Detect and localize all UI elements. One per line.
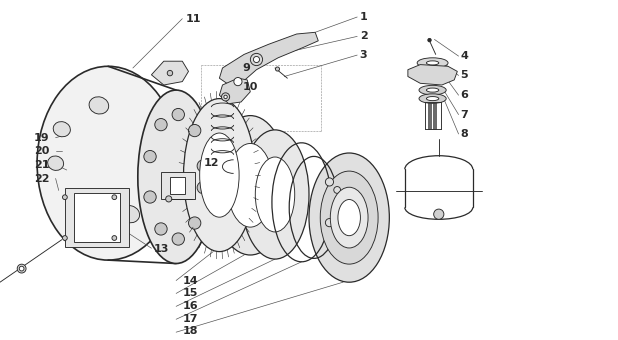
Text: 2: 2 <box>360 31 368 41</box>
Polygon shape <box>219 78 250 104</box>
Circle shape <box>167 70 172 76</box>
Circle shape <box>62 195 67 200</box>
Circle shape <box>221 93 230 101</box>
Ellipse shape <box>241 130 309 259</box>
Ellipse shape <box>200 133 239 217</box>
Bar <box>65 188 130 248</box>
Ellipse shape <box>338 200 360 236</box>
Text: 22: 22 <box>34 173 49 184</box>
Text: 5: 5 <box>460 70 468 81</box>
Circle shape <box>62 236 67 240</box>
Text: 14: 14 <box>182 275 198 286</box>
Text: 12: 12 <box>204 158 219 168</box>
Circle shape <box>326 178 334 186</box>
Ellipse shape <box>197 160 210 172</box>
Ellipse shape <box>172 233 184 245</box>
Circle shape <box>434 209 444 219</box>
Text: 15: 15 <box>182 288 198 299</box>
Ellipse shape <box>426 97 439 101</box>
Ellipse shape <box>53 122 70 137</box>
Ellipse shape <box>417 58 448 68</box>
Circle shape <box>224 95 227 99</box>
Text: 19: 19 <box>34 133 49 143</box>
Ellipse shape <box>154 223 167 235</box>
Text: 17: 17 <box>182 314 198 324</box>
Text: 3: 3 <box>360 50 367 60</box>
Circle shape <box>234 78 242 86</box>
Circle shape <box>276 67 279 71</box>
Ellipse shape <box>144 151 156 163</box>
Ellipse shape <box>37 66 179 260</box>
Circle shape <box>326 219 334 227</box>
Text: 4: 4 <box>460 51 468 61</box>
Circle shape <box>19 266 24 271</box>
Ellipse shape <box>154 119 167 131</box>
Ellipse shape <box>227 143 273 227</box>
Circle shape <box>112 236 117 240</box>
Polygon shape <box>408 65 457 85</box>
Ellipse shape <box>426 88 439 92</box>
Text: 16: 16 <box>182 301 198 311</box>
Ellipse shape <box>330 187 368 248</box>
Circle shape <box>112 195 117 200</box>
Ellipse shape <box>212 116 289 255</box>
Ellipse shape <box>426 61 439 65</box>
Ellipse shape <box>72 190 89 205</box>
Circle shape <box>253 56 260 63</box>
Text: 18: 18 <box>182 326 198 337</box>
Text: 7: 7 <box>460 109 468 120</box>
Ellipse shape <box>320 171 378 264</box>
Ellipse shape <box>89 97 109 114</box>
Ellipse shape <box>188 217 201 229</box>
Polygon shape <box>151 61 188 85</box>
Text: 10: 10 <box>243 82 258 92</box>
Ellipse shape <box>120 206 140 223</box>
Circle shape <box>250 53 263 66</box>
Ellipse shape <box>419 94 446 103</box>
Text: 11: 11 <box>185 14 201 24</box>
Circle shape <box>166 196 172 202</box>
Ellipse shape <box>255 157 295 232</box>
Text: 6: 6 <box>460 90 468 100</box>
Bar <box>74 193 121 242</box>
Ellipse shape <box>138 90 214 264</box>
Ellipse shape <box>144 191 156 203</box>
Ellipse shape <box>184 99 255 252</box>
Text: 1: 1 <box>360 12 368 22</box>
Ellipse shape <box>309 153 389 282</box>
Ellipse shape <box>172 108 184 121</box>
Polygon shape <box>219 32 318 87</box>
Circle shape <box>428 38 431 42</box>
Text: 21: 21 <box>34 160 49 170</box>
Text: 20: 20 <box>34 146 49 156</box>
Ellipse shape <box>419 85 446 95</box>
Text: 9: 9 <box>243 63 251 73</box>
Ellipse shape <box>48 156 64 170</box>
Circle shape <box>334 221 341 228</box>
Ellipse shape <box>197 182 210 194</box>
Text: 13: 13 <box>153 244 169 254</box>
Circle shape <box>17 264 26 273</box>
Bar <box>161 172 195 199</box>
Circle shape <box>334 187 341 193</box>
Text: 8: 8 <box>460 129 468 139</box>
Ellipse shape <box>188 124 201 137</box>
Bar <box>170 177 185 194</box>
